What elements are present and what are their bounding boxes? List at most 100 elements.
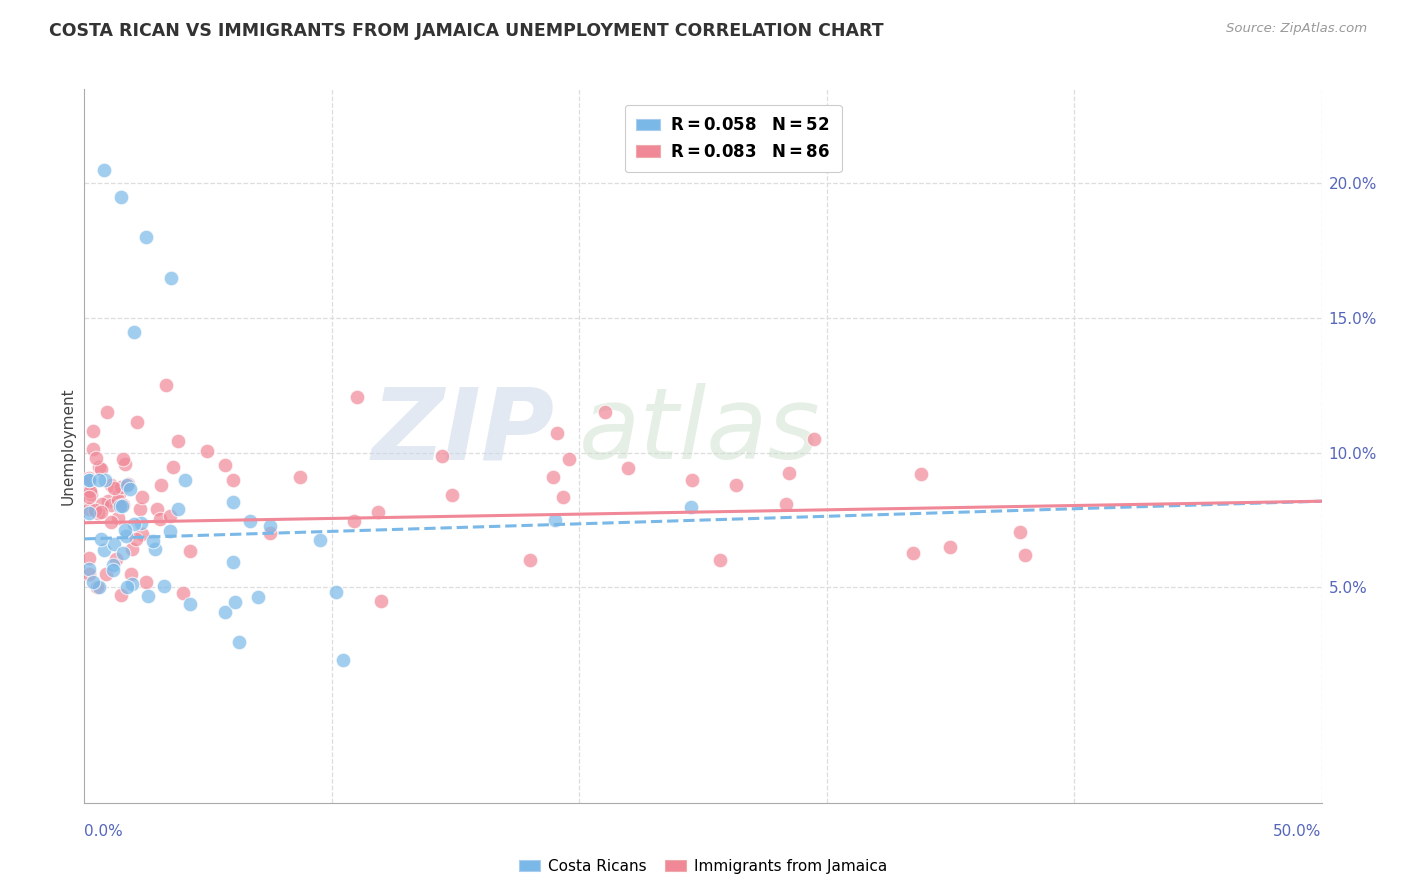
Point: [93, 543, 115, 558]
Point: [939, 540, 962, 554]
Point: [228, 635, 250, 649]
Point: [101, 558, 124, 572]
Point: [84, 503, 107, 517]
Point: [222, 495, 245, 509]
Point: [122, 325, 145, 339]
Point: [101, 563, 124, 577]
Point: [100, 478, 122, 492]
Point: [679, 500, 702, 514]
Text: ZIP: ZIP: [371, 384, 554, 480]
Point: [195, 443, 218, 458]
Point: [100, 498, 122, 512]
Legend: $\mathbf{R = 0.058}$   $\mathbf{N = 52}$, $\mathbf{R = 0.083}$   $\mathbf{N = 86: $\mathbf{R = 0.058}$ $\mathbf{N = 52}$, …: [624, 104, 842, 172]
Text: atlas: atlas: [579, 384, 821, 480]
Point: [79, 561, 101, 575]
Point: [94, 566, 117, 581]
Point: [135, 574, 157, 589]
Point: [172, 586, 194, 600]
Point: [346, 391, 368, 405]
Point: [103, 537, 125, 551]
Point: [239, 514, 262, 528]
Point: [117, 476, 139, 491]
Point: [107, 493, 129, 508]
Point: [79, 473, 101, 487]
Point: [79, 491, 101, 505]
Point: [82, 424, 104, 438]
Point: [149, 477, 172, 491]
Point: [778, 467, 800, 481]
Point: [122, 516, 145, 531]
Point: [1010, 524, 1032, 539]
Point: [87, 473, 110, 487]
Point: [214, 605, 236, 619]
Point: [90, 462, 112, 476]
Point: [551, 490, 574, 504]
Point: [127, 415, 149, 429]
Point: [79, 566, 101, 581]
Point: [79, 487, 101, 501]
Point: [155, 378, 177, 392]
Point: [143, 541, 166, 556]
Point: [159, 524, 181, 539]
Point: [146, 502, 169, 516]
Point: [120, 566, 142, 581]
Point: [593, 405, 616, 419]
Point: [129, 502, 152, 516]
Point: [110, 499, 132, 513]
Point: [558, 452, 581, 467]
Point: [111, 498, 134, 512]
Text: Source: ZipAtlas.com: Source: ZipAtlas.com: [1226, 22, 1367, 36]
Point: [142, 533, 165, 548]
Point: [440, 487, 463, 501]
Text: 0.0%: 0.0%: [84, 824, 124, 839]
Point: [90, 533, 112, 547]
Point: [114, 457, 136, 471]
Point: [162, 460, 184, 475]
Point: [112, 451, 135, 466]
Point: [725, 477, 748, 491]
Point: [86, 580, 108, 594]
Point: [97, 494, 120, 508]
Point: [79, 471, 101, 485]
Point: [903, 546, 925, 560]
Point: [543, 470, 565, 484]
Point: [224, 595, 246, 609]
Point: [79, 484, 101, 499]
Point: [89, 580, 111, 594]
Point: [179, 544, 201, 558]
Point: [89, 505, 111, 519]
Point: [112, 546, 135, 560]
Y-axis label: Unemployment: Unemployment: [60, 387, 76, 505]
Point: [93, 163, 115, 178]
Point: [131, 527, 153, 541]
Point: [135, 230, 157, 244]
Point: [1014, 548, 1036, 562]
Point: [167, 501, 190, 516]
Point: [125, 532, 148, 546]
Point: [121, 577, 143, 591]
Point: [117, 477, 139, 491]
Point: [259, 526, 281, 541]
Point: [94, 473, 117, 487]
Point: [115, 580, 138, 594]
Point: [87, 507, 110, 521]
Point: [546, 426, 568, 441]
Point: [519, 553, 541, 567]
Point: [309, 533, 332, 547]
Point: [432, 449, 454, 463]
Text: 50.0%: 50.0%: [1274, 824, 1322, 839]
Point: [110, 190, 132, 204]
Point: [910, 467, 932, 481]
Point: [159, 508, 181, 523]
Point: [108, 487, 131, 501]
Point: [803, 433, 825, 447]
Point: [79, 502, 101, 516]
Point: [103, 481, 125, 495]
Point: [79, 473, 101, 487]
Point: [343, 514, 366, 528]
Point: [114, 523, 136, 537]
Point: [160, 270, 183, 285]
Point: [775, 497, 797, 511]
Point: [367, 505, 389, 519]
Point: [96, 405, 118, 419]
